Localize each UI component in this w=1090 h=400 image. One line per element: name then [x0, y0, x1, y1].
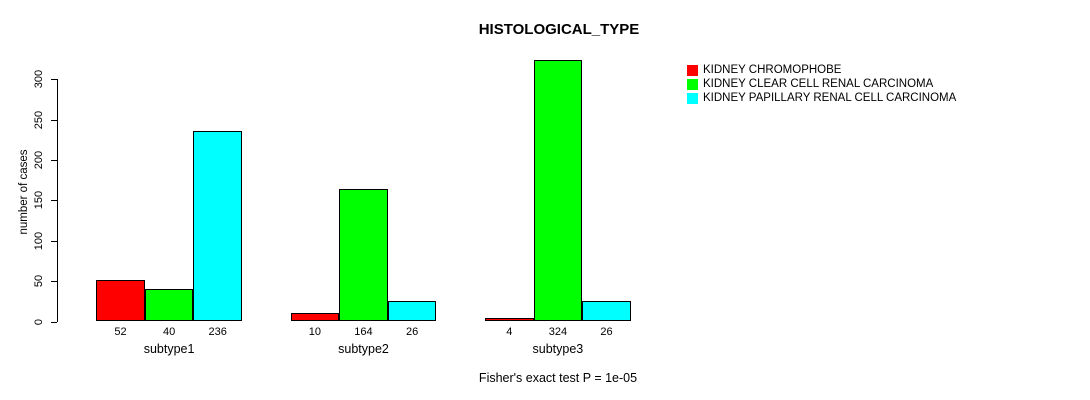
y-tick-mark-0	[51, 321, 57, 323]
y-axis-label: number of cases	[18, 149, 30, 235]
bar-subtype1-series1	[96, 279, 145, 322]
legend-swatch-icon	[687, 64, 698, 76]
legend: KIDNEY CHROMOPHOBE KIDNEY CLEAR CELL RENA…	[687, 63, 956, 105]
y-tick-label-200: 200	[33, 150, 45, 170]
legend-row-3: KIDNEY PAPILLARY RENAL CELL CARCINOMA	[687, 91, 956, 105]
y-tick-label-50: 50	[33, 275, 45, 288]
y-tick-label-300: 300	[33, 70, 45, 89]
bar-value-label-subtype1-series2: 40	[162, 326, 176, 338]
y-tick-label-150: 150	[33, 191, 45, 210]
legend-swatch-icon	[687, 78, 698, 90]
bar-value-label-subtype1-series1: 52	[114, 326, 127, 338]
bar-value-label-subtype2-series1: 10	[308, 326, 322, 338]
legend-label: KIDNEY CLEAR CELL RENAL CARCINOMA	[703, 78, 934, 90]
y-tick-label-100: 100	[33, 231, 45, 250]
bar-value-label-subtype2-series3: 26	[405, 326, 419, 338]
bar-subtype1-series2	[144, 289, 194, 322]
bar-subtype3-series3	[582, 300, 631, 322]
annotation-fisher-test: Fisher's exact test P = 1e-05	[478, 371, 638, 385]
bar-subtype2-series2	[339, 189, 388, 322]
y-tick-label-0: 0	[33, 318, 45, 325]
x-group-label-subtype2: subtype2	[338, 342, 389, 356]
y-axis-line	[57, 79, 58, 322]
bar-value-label-subtype1-series3: 236	[208, 326, 227, 338]
legend-label: KIDNEY CHROMOPHOBE	[703, 64, 842, 76]
y-tick-mark-250	[51, 119, 57, 121]
bar-subtype1-series3	[193, 130, 242, 322]
legend-label: KIDNEY PAPILLARY RENAL CELL CARCINOMA	[703, 92, 957, 104]
legend-swatch-icon	[687, 92, 698, 104]
y-tick-mark-300	[51, 79, 57, 81]
bar-value-label-subtype2-series2: 164	[354, 326, 373, 338]
x-group-label-subtype1: subtype1	[143, 342, 195, 356]
x-group-label-subtype3: subtype3	[532, 342, 584, 356]
bar-subtype2-series1	[290, 313, 340, 322]
y-tick-label-250: 250	[33, 110, 45, 129]
bar-value-label-subtype3-series3: 26	[600, 326, 613, 338]
bar-subtype3-series2	[533, 59, 583, 322]
chart-title: HISTOLOGICAL_TYPE	[478, 21, 640, 38]
bar-value-label-subtype3-series2: 324	[548, 326, 568, 338]
bar-subtype3-series1	[485, 318, 534, 322]
legend-row-1: KIDNEY CHROMOPHOBE	[687, 63, 956, 77]
y-tick-mark-200	[51, 160, 57, 162]
y-tick-mark-50	[51, 281, 57, 283]
bar-value-label-subtype3-series1: 4	[506, 326, 513, 338]
bar-subtype2-series3	[387, 300, 437, 322]
y-tick-mark-100	[51, 240, 57, 242]
y-tick-mark-150	[51, 200, 57, 202]
legend-row-2: KIDNEY CLEAR CELL RENAL CARCINOMA	[687, 77, 956, 91]
